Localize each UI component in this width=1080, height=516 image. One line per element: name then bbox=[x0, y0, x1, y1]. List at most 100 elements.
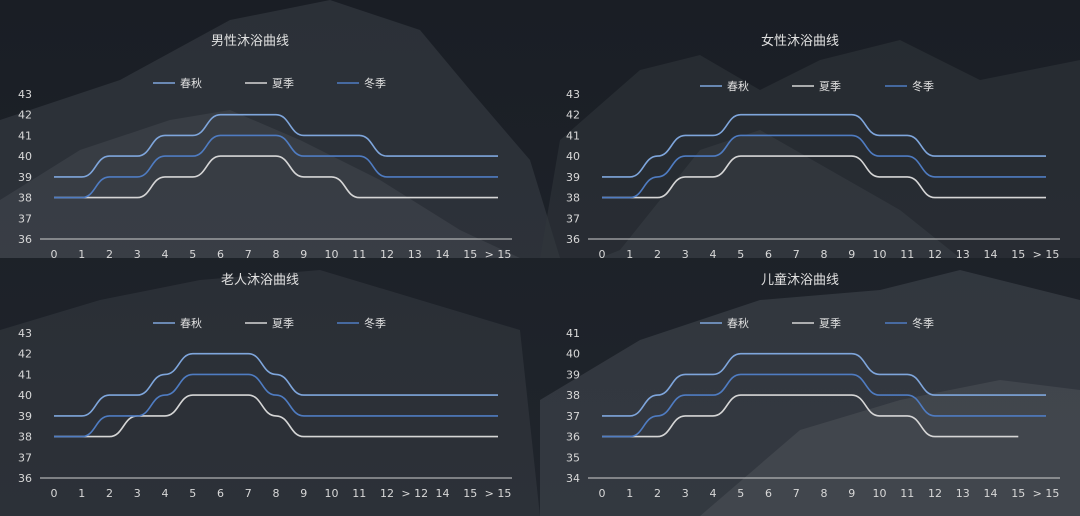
y-tick-label: 38 bbox=[566, 389, 580, 402]
x-axis: 0 1 2 3 4 5 6 7 8 9 10 11 12 13 14 15 > 15 bbox=[588, 238, 1060, 258]
y-tick-label: 37 bbox=[566, 410, 580, 423]
series-group bbox=[601, 352, 1046, 438]
y-tick-label: 43 bbox=[18, 327, 32, 340]
y-tick-label: 39 bbox=[18, 171, 32, 184]
x-tick-label: 13 bbox=[956, 248, 970, 258]
y-tick-label: 36 bbox=[566, 233, 580, 246]
x-tick-label: 8 bbox=[821, 487, 828, 500]
legend-label: 夏季 bbox=[272, 77, 294, 90]
series-line-春秋 bbox=[53, 352, 498, 417]
x-tick-label: 2 bbox=[654, 487, 661, 500]
x-tick-label: > 15 bbox=[485, 248, 512, 258]
legend-label: 夏季 bbox=[819, 80, 841, 93]
y-tick-label: 41 bbox=[566, 327, 580, 340]
x-tick-label: 2 bbox=[106, 248, 113, 258]
x-tick-label: 12 bbox=[928, 487, 942, 500]
x-tick-label: 5 bbox=[189, 487, 196, 500]
x-tick-label: 3 bbox=[682, 487, 689, 500]
chart-title: 儿童沐浴曲线 bbox=[761, 272, 839, 288]
y-tick-label: 42 bbox=[18, 109, 32, 122]
x-tick-label: 0 bbox=[51, 248, 58, 258]
series-line-春秋 bbox=[601, 352, 1046, 417]
x-tick-label: 15 bbox=[463, 248, 477, 258]
legend-label: 冬季 bbox=[364, 316, 386, 330]
series-line-冬季 bbox=[602, 373, 1046, 438]
x-tick-label: 0 bbox=[599, 487, 606, 500]
series-line-夏季 bbox=[602, 394, 1019, 438]
y-tick-label: 38 bbox=[18, 431, 32, 444]
legend-label: 夏季 bbox=[272, 317, 294, 330]
x-tick-label: 12 bbox=[380, 487, 394, 500]
x-tick-label: 8 bbox=[273, 487, 280, 500]
legend: 春秋 夏季 冬季 bbox=[700, 79, 934, 93]
y-tick-label: 43 bbox=[566, 88, 580, 101]
x-tick-label: 7 bbox=[245, 487, 252, 500]
x-tick-label: 1 bbox=[78, 248, 85, 258]
series-line-冬季 bbox=[602, 134, 1046, 199]
x-tick-label: 10 bbox=[873, 487, 887, 500]
y-tick-label: 37 bbox=[18, 212, 32, 225]
y-tick-label: 40 bbox=[18, 150, 32, 163]
x-tick-label: 1 bbox=[78, 487, 85, 500]
y-tick-label: 36 bbox=[18, 472, 32, 485]
x-tick-label: 0 bbox=[599, 248, 606, 258]
y-tick-label: 41 bbox=[566, 129, 580, 142]
x-tick-label: 14 bbox=[984, 487, 998, 500]
x-tick-label: > 15 bbox=[1033, 248, 1060, 258]
series-line-夏季 bbox=[602, 155, 1046, 199]
x-tick-label: 13 bbox=[408, 248, 422, 258]
x-axis: 0 1 2 3 4 5 6 7 8 9 10 11 12 > 12 14 15 > 15 bbox=[40, 477, 512, 500]
x-tick-label: 6 bbox=[765, 487, 772, 500]
x-tick-label: 7 bbox=[793, 487, 800, 500]
x-tick-label: 11 bbox=[900, 248, 914, 258]
x-tick-label: 3 bbox=[134, 487, 141, 500]
y-tick-label: 43 bbox=[18, 88, 32, 101]
y-tick-label: 42 bbox=[18, 348, 32, 361]
x-tick-label: 6 bbox=[217, 487, 224, 500]
x-tick-label: > 15 bbox=[1033, 487, 1060, 500]
y-tick-label: 39 bbox=[566, 368, 580, 381]
y-tick-label: 40 bbox=[566, 348, 580, 361]
legend-label: 冬季 bbox=[912, 79, 934, 93]
legend-label: 春秋 bbox=[180, 76, 202, 90]
y-tick-label: 42 bbox=[566, 109, 580, 122]
x-tick-label: 8 bbox=[273, 248, 280, 258]
y-tick-label: 41 bbox=[18, 129, 32, 142]
y-tick-label: 35 bbox=[566, 451, 580, 464]
x-tick-label: 15 bbox=[1011, 248, 1025, 258]
x-tick-label: 5 bbox=[737, 487, 744, 500]
y-tick-label: 40 bbox=[18, 389, 32, 402]
x-tick-label: 14 bbox=[436, 248, 450, 258]
chart-title: 女性沐浴曲线 bbox=[761, 33, 839, 49]
x-tick-label: 6 bbox=[765, 248, 772, 258]
x-tick-label: 3 bbox=[134, 248, 141, 258]
y-tick-label: 36 bbox=[18, 233, 32, 246]
y-tick-label: 37 bbox=[566, 212, 580, 225]
chart-title: 男性沐浴曲线 bbox=[211, 34, 289, 49]
x-tick-label: 2 bbox=[654, 248, 661, 258]
y-axis: 34 35 36 37 38 39 40 41 bbox=[566, 327, 580, 485]
x-tick-label: 8 bbox=[821, 248, 828, 258]
y-tick-label: 38 bbox=[566, 192, 580, 205]
x-tick-label: 11 bbox=[352, 487, 366, 500]
y-axis: 36 37 38 39 40 41 42 43 bbox=[18, 88, 32, 246]
x-tick-label: 10 bbox=[325, 487, 339, 500]
x-tick-label: 12 bbox=[928, 248, 942, 258]
x-tick-label: 14 bbox=[984, 248, 998, 258]
legend-label: 冬季 bbox=[364, 76, 386, 90]
y-tick-label: 36 bbox=[566, 431, 580, 444]
x-tick-label: 11 bbox=[352, 248, 366, 258]
y-tick-label: 40 bbox=[566, 150, 580, 163]
x-axis: 0 1 2 3 4 5 6 7 8 9 10 11 12 13 14 15 > 15 bbox=[588, 477, 1060, 500]
x-tick-label: 9 bbox=[300, 487, 307, 500]
legend: 春秋 夏季 冬季 bbox=[153, 76, 386, 90]
series-line-冬季 bbox=[54, 134, 498, 199]
legend-label: 冬季 bbox=[912, 316, 934, 330]
x-tick-label: 3 bbox=[682, 248, 689, 258]
